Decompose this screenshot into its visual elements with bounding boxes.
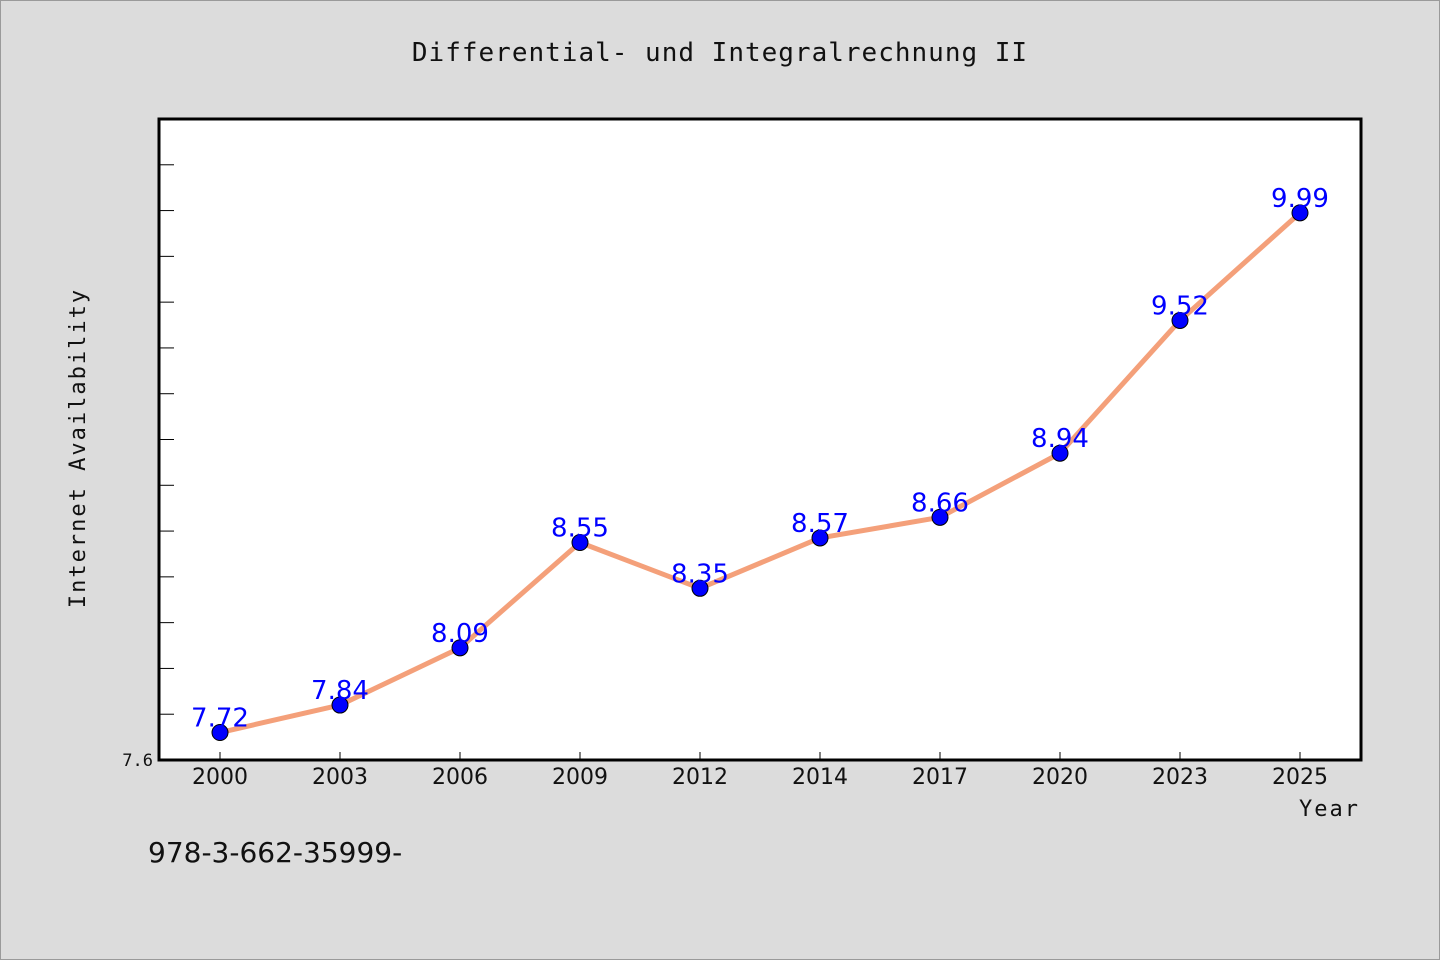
- data-label: 9.52: [1151, 291, 1209, 321]
- data-point: [571, 534, 589, 552]
- data-label: 8.35: [671, 559, 729, 589]
- data-label: 7.84: [311, 676, 369, 706]
- data-point: [451, 639, 469, 657]
- x-tick-label: 2000: [192, 765, 248, 790]
- y-axis-label: Internet Availability: [66, 288, 91, 608]
- y-axis-ticks: 7.6: [122, 164, 174, 771]
- data-point: [1171, 311, 1189, 329]
- data-label: 9.99: [1271, 184, 1329, 214]
- data-point: [331, 696, 349, 714]
- x-axis-label: Year: [1299, 797, 1360, 822]
- x-tick-label: 2025: [1272, 765, 1328, 790]
- data-label: 8.94: [1031, 424, 1089, 454]
- data-label: 8.66: [911, 488, 969, 518]
- data-point: [1291, 204, 1309, 222]
- x-tick-label: 2003: [312, 765, 368, 790]
- x-tick-label: 2023: [1152, 765, 1208, 790]
- x-tick-label: 2006: [432, 765, 488, 790]
- data-point: [211, 724, 229, 742]
- x-tick-label: 2017: [912, 765, 968, 790]
- data-label: 7.72: [191, 704, 249, 734]
- x-tick-label: 2014: [792, 765, 848, 790]
- plot-area: [157, 117, 1363, 762]
- series-line: [217, 210, 1303, 736]
- x-axis-ticks: 2000 2003 2006 2009 2012 2014 2017 2020 2023 2025: [192, 752, 1328, 790]
- data-point: [811, 529, 829, 547]
- data-label: 8.09: [431, 619, 489, 649]
- chart-title: Differential- und Integralrechnung II: [412, 38, 1028, 68]
- x-tick-label: 2012: [672, 765, 728, 790]
- data-label: 8.55: [551, 514, 609, 544]
- x-tick-label: 2009: [552, 765, 608, 790]
- data-point: [931, 508, 949, 526]
- data-point: [691, 579, 709, 597]
- x-tick-label: 2020: [1032, 765, 1088, 790]
- series-layer: [211, 204, 1309, 742]
- data-point: [1051, 444, 1069, 462]
- isbn-text: 978-3-662-35999-: [148, 836, 402, 869]
- data-label-layer: 7.72 7.84 8.09 8.55 8.35 8.57 8.66 8.94 9.52 9.99: [191, 184, 1329, 734]
- y-tick-label: 7.6: [122, 751, 153, 771]
- data-label: 8.57: [791, 509, 849, 539]
